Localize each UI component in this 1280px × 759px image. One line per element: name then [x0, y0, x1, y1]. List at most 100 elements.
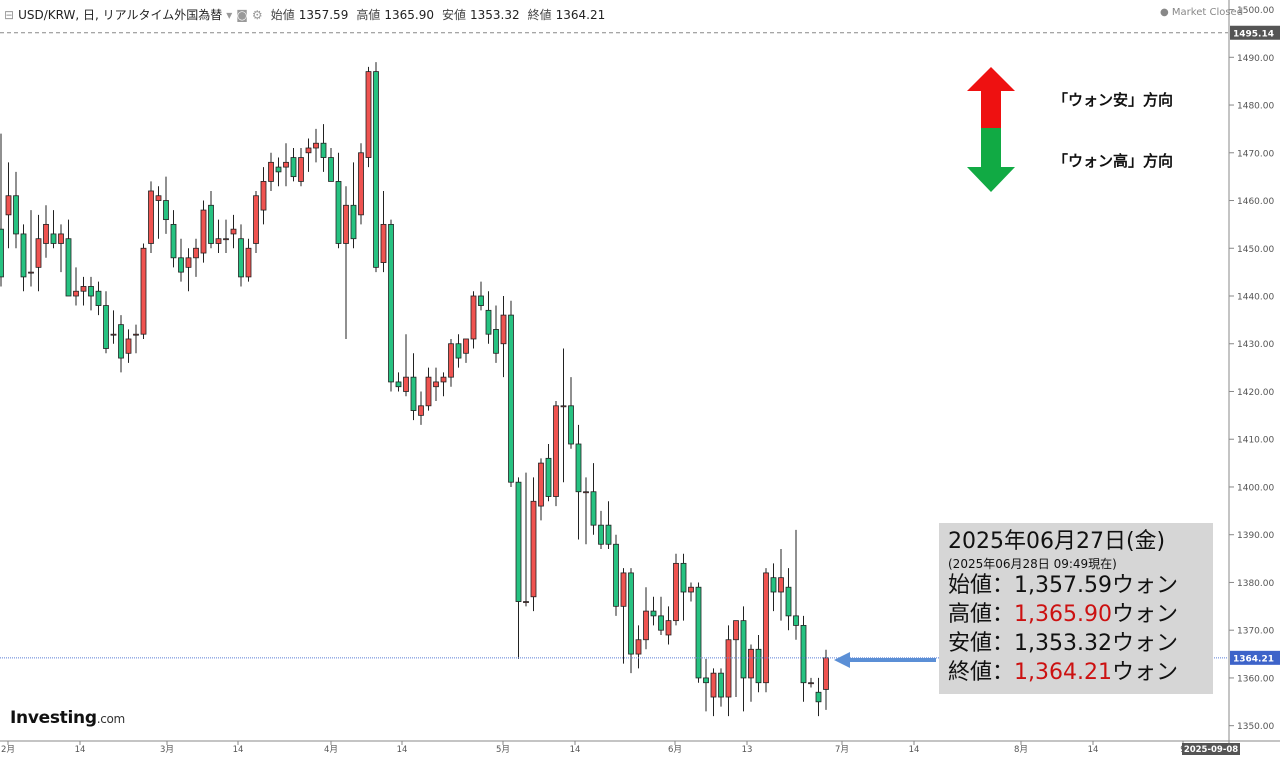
- candle-body: [448, 343, 454, 378]
- candle: [58, 224, 64, 273]
- candle: [5, 162, 12, 249]
- candle: [793, 529, 799, 640]
- info-row-close: 終値：1,364.21ウォン: [948, 658, 1213, 687]
- candle-body: [800, 625, 807, 684]
- candle: [95, 281, 102, 316]
- y-tick-label: 1470.00: [1237, 149, 1274, 159]
- candle: [583, 477, 589, 545]
- candle: [223, 219, 229, 254]
- collapse-icon[interactable]: ⊟: [4, 7, 15, 22]
- y-tick-label: 1500.00: [1237, 6, 1274, 16]
- candle-body: [463, 338, 469, 354]
- visibility-icon[interactable]: ◙: [236, 7, 248, 22]
- x-tick-label: 2月: [1, 745, 15, 755]
- candle-body: [530, 500, 537, 598]
- last-price-tag: [1230, 650, 1280, 665]
- candle-body: [568, 405, 574, 445]
- settings-icon[interactable]: ⚙: [251, 7, 263, 22]
- candle: [88, 276, 94, 311]
- candle-body: [328, 157, 334, 182]
- candle: [313, 128, 319, 163]
- candle: [373, 62, 379, 273]
- x-tick-label: 8月: [1014, 745, 1028, 755]
- candle: [748, 644, 754, 702]
- candle-body: [440, 376, 447, 383]
- candle-body: [718, 672, 724, 698]
- candle: [328, 148, 334, 182]
- candle-body: [73, 290, 79, 297]
- y-tick-label: 1400.00: [1237, 483, 1274, 493]
- candle-body: [493, 329, 499, 354]
- candle: [703, 658, 709, 712]
- candle: [73, 267, 79, 306]
- candle: [200, 200, 207, 263]
- instrument-legend: ⊟ USD/KRW, 日, リアルタイム外国為替 ▾ ◙ ⚙ 始値 1357.5…: [4, 6, 605, 23]
- candle: [425, 367, 432, 411]
- candle-body: [688, 586, 694, 593]
- strong-won-direction-label: 「ウォン高」方向: [1053, 152, 1174, 170]
- candle-body: [65, 238, 72, 297]
- candle: [170, 210, 177, 268]
- candle-body: [770, 577, 777, 593]
- candle: [710, 668, 717, 717]
- candle: [118, 315, 124, 373]
- candle: [343, 186, 349, 339]
- candle-body: [223, 238, 229, 241]
- candle: [275, 157, 282, 187]
- candle: [65, 219, 72, 297]
- candle-body: [680, 562, 687, 593]
- candle: [433, 367, 439, 402]
- y-tick-label: 1360.00: [1237, 674, 1274, 684]
- strong-won-arrow-icon: [967, 128, 1015, 192]
- candle-body: [763, 572, 769, 684]
- candle: [320, 124, 327, 172]
- candle-body: [170, 223, 177, 259]
- candle: [455, 334, 462, 368]
- close-value: 1364.21: [555, 7, 606, 22]
- candle: [238, 224, 244, 287]
- candle: [155, 186, 162, 239]
- info-label: 始値：: [948, 573, 1015, 598]
- candle: [538, 458, 544, 521]
- candle: [245, 238, 252, 282]
- candle: [785, 568, 792, 631]
- candle: [0, 133, 4, 287]
- info-value: 1,357.59: [1014, 573, 1112, 598]
- candle-body: [140, 247, 147, 335]
- y-tick-label: 1420.00: [1237, 388, 1274, 398]
- weak-won-direction-label: 「ウォン安」方向: [1053, 91, 1174, 109]
- info-unit: ウォン: [1111, 602, 1178, 627]
- x-tick-label: 14: [397, 745, 408, 755]
- candle: [695, 582, 702, 683]
- candle: [215, 219, 222, 254]
- candle: [230, 214, 237, 249]
- info-unit: ウォン: [1111, 631, 1178, 656]
- candle-body: [125, 338, 132, 354]
- candle-body: [298, 157, 304, 182]
- candle-body: [380, 223, 387, 263]
- candle-body: [28, 271, 34, 274]
- candle-body: [290, 157, 297, 178]
- candle: [35, 214, 42, 292]
- candle-body: [823, 657, 829, 690]
- candle: [335, 152, 342, 249]
- candle-body: [523, 601, 529, 603]
- max-price-tag: [1230, 25, 1280, 40]
- candle: [28, 210, 34, 287]
- info-date: 2025年06月27日(金): [948, 529, 1166, 554]
- candle: [613, 534, 619, 616]
- dropdown-caret-icon[interactable]: ▾: [226, 7, 233, 22]
- candle: [380, 190, 387, 273]
- info-label: 終値：: [948, 660, 1015, 685]
- candle-body: [305, 147, 312, 154]
- high-label: 高値: [356, 8, 381, 22]
- info-row-high: 高値：1,365.90ウォン: [948, 600, 1213, 629]
- candle: [493, 305, 499, 363]
- info-as-of: (2025年06月28日 09:49現在): [948, 557, 1117, 571]
- close-label: 終値: [527, 8, 552, 22]
- candle-body: [350, 204, 357, 240]
- logo-suffix: .com: [96, 712, 126, 726]
- candle-body: [658, 615, 664, 631]
